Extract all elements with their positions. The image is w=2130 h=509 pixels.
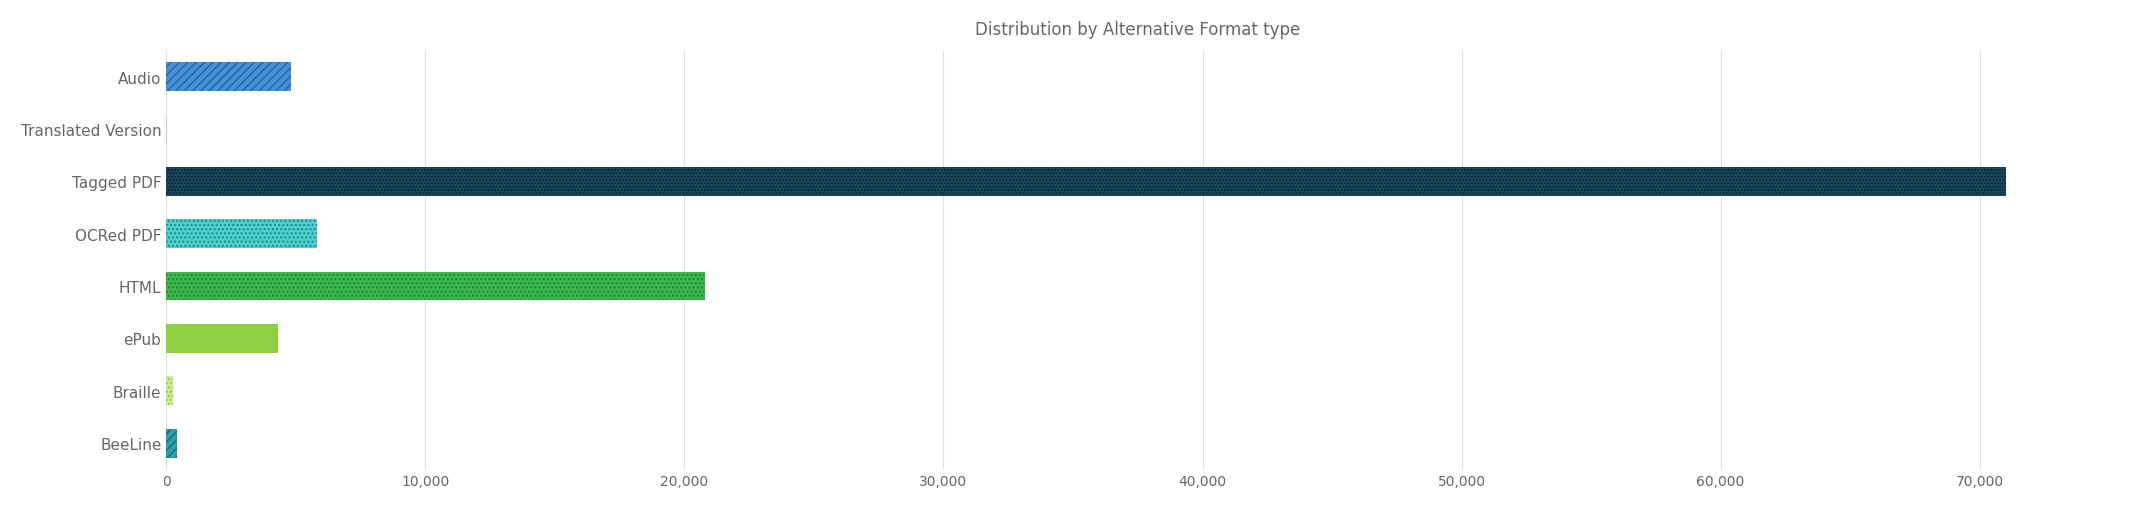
Bar [166,429,177,458]
Bar [166,63,290,92]
Bar [166,324,277,353]
Bar [166,324,277,353]
Title: Distribution by Alternative Format type: Distribution by Alternative Format type [976,21,1301,39]
Bar [166,272,705,301]
Bar [166,167,2006,196]
Bar [166,377,173,405]
Bar [166,429,177,458]
Bar [166,272,705,301]
Bar [166,220,317,248]
Bar [166,220,317,248]
Bar [166,63,290,92]
Bar [166,377,173,405]
Bar [166,167,2006,196]
